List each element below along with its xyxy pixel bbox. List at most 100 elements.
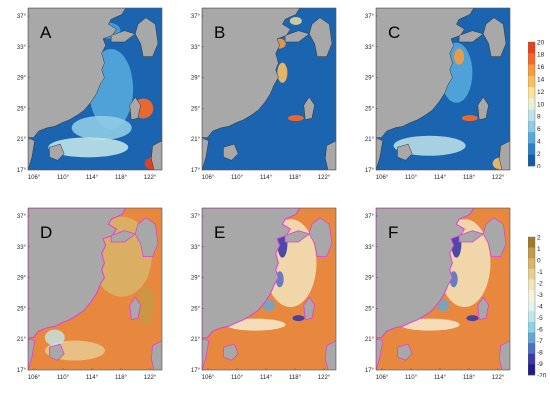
colorbar-swatch bbox=[528, 237, 535, 248]
taiwan-island bbox=[129, 96, 141, 121]
lon-tick-label: 122° bbox=[144, 375, 157, 381]
mainland bbox=[376, 8, 475, 138]
lon-tick-label: 114° bbox=[260, 175, 273, 181]
taiwan-island bbox=[303, 296, 316, 321]
map-svg: E 37° 33° 29° 25° 21° 17°106° 110° 114° 118° 122° bbox=[191, 207, 337, 381]
indochina bbox=[376, 337, 384, 370]
coastal-minimum-3 bbox=[263, 299, 275, 312]
lon-tick-label: 118° bbox=[463, 375, 476, 381]
mainland bbox=[28, 8, 127, 138]
map-panel-f: F 37° 33° 29° 25° 21° 17° 106° 110° 114° 118° 122° bbox=[352, 204, 512, 390]
south-sea-band bbox=[393, 135, 466, 156]
colorbar-swatch bbox=[528, 364, 535, 376]
colorbar-tick-label: 2 bbox=[537, 235, 541, 241]
luzon-island bbox=[325, 140, 336, 170]
korea-peninsula bbox=[134, 217, 159, 257]
south-coast-band bbox=[225, 318, 286, 331]
east-zone bbox=[137, 285, 154, 326]
colorbar-swatch bbox=[528, 42, 535, 54]
lat-tick-label: 25° bbox=[191, 306, 201, 312]
strait-hotspot bbox=[287, 115, 304, 122]
lon-tick-label: 110° bbox=[231, 375, 244, 381]
colorbar-swatch bbox=[528, 321, 535, 333]
lat-tick-label: 21° bbox=[191, 137, 201, 143]
lon-tick-label: 118° bbox=[289, 375, 302, 381]
lat-tick-label: 29° bbox=[17, 276, 27, 282]
lon-tick-label: 118° bbox=[289, 175, 302, 181]
colorbar-swatch bbox=[528, 258, 535, 270]
colorbar-swatch bbox=[528, 290, 535, 301]
map-svg: F 37° 33° 29° 25° 21° 17°106° 110° 114° 118° 122° bbox=[365, 207, 511, 381]
colorbar-swatch bbox=[528, 268, 535, 280]
indochina bbox=[202, 137, 209, 170]
lon-tick-label: 114° bbox=[86, 175, 99, 181]
lon-tick-label: 122° bbox=[144, 175, 157, 181]
colorbar-tick-label: 0 bbox=[537, 163, 541, 168]
mainland bbox=[376, 208, 475, 339]
luzon-island bbox=[151, 140, 162, 170]
map-panel-b: B 37° 33° 29° 25° 21° 17° 106° 110° 114° 118° 122° bbox=[178, 4, 338, 190]
colorbar-tick-label: 18 bbox=[537, 52, 545, 59]
map-frame bbox=[375, 207, 511, 371]
bohai-zone bbox=[289, 16, 302, 25]
strait-minimum bbox=[292, 315, 305, 322]
colorbar-tick-label: 20 bbox=[537, 40, 545, 46]
korea-peninsula bbox=[134, 17, 159, 57]
panel-label: D bbox=[40, 223, 52, 242]
colorbar-tick-label: 14 bbox=[537, 77, 545, 84]
korea-peninsula bbox=[482, 217, 507, 257]
strait-hotspot bbox=[461, 115, 478, 122]
lon-tick-label: 122° bbox=[318, 175, 331, 181]
indochina bbox=[202, 337, 210, 370]
hainan-island bbox=[397, 143, 413, 161]
map-panel-a: A 37° 33° 29° 25° 21° 17° 106° 110° 114° 118° 122° bbox=[4, 4, 164, 190]
colorbar-swatch bbox=[528, 332, 535, 344]
colorbar-tick-label: -3 bbox=[537, 292, 543, 299]
panel-label: B bbox=[214, 23, 225, 42]
lon-tick-label: 106° bbox=[28, 175, 41, 181]
lat-tick-label: 29° bbox=[17, 76, 27, 82]
shandong-peninsula bbox=[284, 230, 311, 243]
map-frame bbox=[375, 7, 511, 171]
lat-tick-label: 33° bbox=[191, 245, 201, 251]
hainan-island bbox=[49, 343, 65, 361]
lat-tick-label: 37° bbox=[191, 14, 201, 20]
taiwan-island bbox=[477, 296, 490, 321]
luzon-island bbox=[150, 340, 162, 370]
lat-tick-label: 29° bbox=[365, 76, 375, 82]
colorbar-tick-label: 6 bbox=[537, 126, 541, 133]
taiwan-island bbox=[129, 296, 142, 321]
lat-tick-label: 33° bbox=[365, 45, 375, 51]
luzon-island bbox=[498, 340, 510, 370]
colorbar-swatch bbox=[528, 53, 535, 65]
colorbar-swatch bbox=[528, 109, 535, 122]
panel-label: C bbox=[388, 23, 400, 42]
shandong-peninsula bbox=[284, 30, 310, 43]
map-frame bbox=[27, 207, 163, 371]
colorbar-tick-label: 10 bbox=[537, 101, 545, 108]
lon-tick-label: 122° bbox=[492, 375, 505, 381]
mainland bbox=[202, 8, 301, 138]
coastal-band bbox=[277, 62, 288, 83]
colorbar-swatch bbox=[528, 120, 535, 133]
colorbar-swatch bbox=[528, 98, 535, 110]
panel-label: E bbox=[214, 223, 225, 242]
colorbar-tick-label: -20 bbox=[537, 372, 547, 377]
colorbar-swatch bbox=[528, 279, 535, 291]
colorbar-tick-label: -8 bbox=[537, 349, 543, 356]
lat-tick-label: 21° bbox=[17, 337, 27, 343]
lat-tick-label: 37° bbox=[17, 14, 27, 20]
colorbar-swatch bbox=[528, 132, 535, 144]
lat-tick-label: 21° bbox=[191, 337, 201, 343]
gulf-zone bbox=[44, 329, 65, 346]
colorbar-tick-label: 2 bbox=[537, 151, 541, 158]
lat-tick-label: 29° bbox=[191, 76, 201, 82]
shandong-peninsula bbox=[110, 30, 136, 43]
lon-tick-label: 106° bbox=[202, 375, 215, 381]
south-shelf bbox=[71, 115, 132, 140]
mainland bbox=[28, 208, 127, 339]
map-frame bbox=[201, 7, 337, 171]
lat-tick-label: 25° bbox=[17, 306, 27, 312]
lat-tick-label: 37° bbox=[365, 14, 375, 20]
